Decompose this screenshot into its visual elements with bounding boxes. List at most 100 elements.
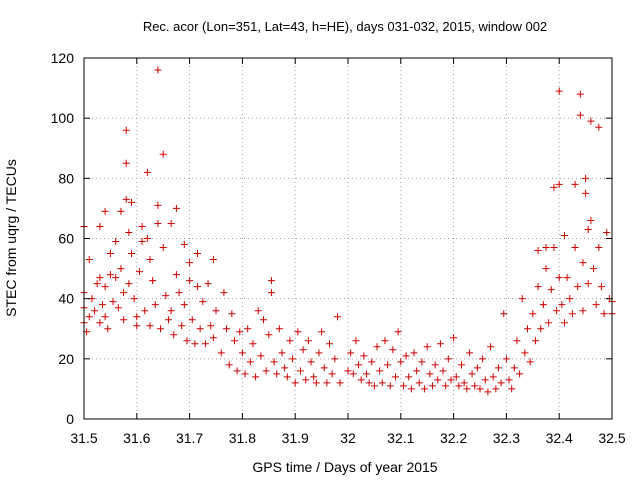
data-point bbox=[228, 310, 236, 318]
data-point bbox=[296, 367, 304, 375]
data-point bbox=[531, 337, 539, 345]
y-tick-label: 20 bbox=[58, 351, 74, 367]
data-point bbox=[154, 66, 162, 74]
data-point bbox=[571, 244, 579, 252]
data-points bbox=[80, 66, 616, 396]
data-point bbox=[568, 310, 576, 318]
data-point bbox=[450, 334, 458, 342]
data-point bbox=[576, 90, 584, 98]
data-point bbox=[133, 313, 141, 321]
x-tick-label: 32.4 bbox=[546, 430, 573, 446]
data-point bbox=[310, 373, 318, 381]
data-point bbox=[505, 376, 513, 384]
data-point bbox=[180, 241, 188, 249]
data-point bbox=[101, 283, 109, 291]
data-point bbox=[468, 370, 476, 378]
data-point bbox=[125, 280, 133, 288]
data-point bbox=[289, 355, 297, 363]
data-point bbox=[378, 379, 386, 387]
data-point bbox=[159, 244, 167, 252]
data-point bbox=[246, 358, 254, 366]
x-tick-label: 31.8 bbox=[229, 430, 256, 446]
data-point bbox=[283, 373, 291, 381]
x-tick-label: 32.1 bbox=[387, 430, 414, 446]
data-point bbox=[85, 313, 93, 321]
data-point bbox=[584, 225, 592, 233]
data-point bbox=[146, 256, 154, 264]
data-point bbox=[566, 295, 574, 303]
data-point bbox=[209, 334, 217, 342]
y-tick-label: 0 bbox=[66, 411, 74, 427]
data-point bbox=[347, 349, 355, 357]
data-point bbox=[397, 358, 405, 366]
data-point bbox=[172, 271, 180, 279]
data-point bbox=[223, 325, 231, 333]
data-point bbox=[270, 358, 278, 366]
data-point bbox=[212, 307, 220, 315]
data-point bbox=[452, 373, 460, 381]
data-point bbox=[194, 283, 202, 291]
data-point bbox=[362, 370, 370, 378]
data-point bbox=[175, 289, 183, 297]
data-point bbox=[407, 385, 415, 393]
data-point bbox=[582, 189, 590, 197]
data-point bbox=[109, 298, 117, 306]
data-point bbox=[162, 292, 170, 300]
data-point bbox=[238, 349, 246, 357]
data-point bbox=[275, 325, 283, 333]
data-point bbox=[603, 228, 611, 236]
data-point bbox=[494, 364, 502, 372]
data-point bbox=[106, 250, 114, 258]
data-point bbox=[534, 247, 542, 255]
data-point bbox=[492, 385, 500, 393]
data-point bbox=[112, 238, 120, 246]
data-point bbox=[574, 283, 582, 291]
data-point bbox=[352, 337, 360, 345]
data-point bbox=[159, 150, 167, 158]
data-point bbox=[595, 244, 603, 252]
axis-ticks: 31.5 31.6 31.7 31.8 31.9 32 32.1 32.2 32.3 32.4 32… bbox=[51, 50, 626, 446]
data-point bbox=[587, 216, 595, 224]
data-point bbox=[257, 352, 265, 360]
data-point bbox=[120, 289, 128, 297]
data-point bbox=[233, 367, 241, 375]
data-point bbox=[328, 370, 336, 378]
data-point bbox=[326, 340, 334, 348]
data-point bbox=[333, 313, 341, 321]
y-tick-label: 40 bbox=[58, 291, 74, 307]
data-point bbox=[476, 385, 484, 393]
data-point bbox=[98, 301, 106, 309]
data-point bbox=[241, 370, 249, 378]
data-point bbox=[120, 316, 128, 324]
data-point bbox=[473, 364, 481, 372]
data-point bbox=[357, 376, 365, 384]
data-point bbox=[252, 373, 260, 381]
data-point bbox=[207, 322, 215, 330]
data-point bbox=[431, 361, 439, 369]
data-point bbox=[331, 355, 339, 363]
data-point bbox=[138, 222, 146, 230]
data-point bbox=[516, 370, 524, 378]
data-point bbox=[555, 180, 563, 188]
data-point bbox=[260, 316, 268, 324]
data-point bbox=[117, 265, 125, 273]
y-axis-label: STEC from uqrg / TECUs bbox=[3, 159, 19, 317]
data-point bbox=[428, 382, 436, 390]
data-point bbox=[484, 388, 492, 396]
data-point bbox=[199, 298, 207, 306]
data-point bbox=[170, 331, 178, 339]
data-point bbox=[571, 180, 579, 188]
data-point bbox=[399, 382, 407, 390]
data-point bbox=[529, 310, 537, 318]
data-point bbox=[590, 265, 598, 273]
data-point bbox=[595, 123, 603, 131]
data-point bbox=[560, 231, 568, 239]
data-point bbox=[101, 313, 109, 321]
data-point bbox=[365, 379, 373, 387]
data-point bbox=[508, 385, 516, 393]
data-point bbox=[555, 87, 563, 95]
data-point bbox=[154, 201, 162, 209]
data-point bbox=[584, 280, 592, 288]
data-point bbox=[418, 358, 426, 366]
